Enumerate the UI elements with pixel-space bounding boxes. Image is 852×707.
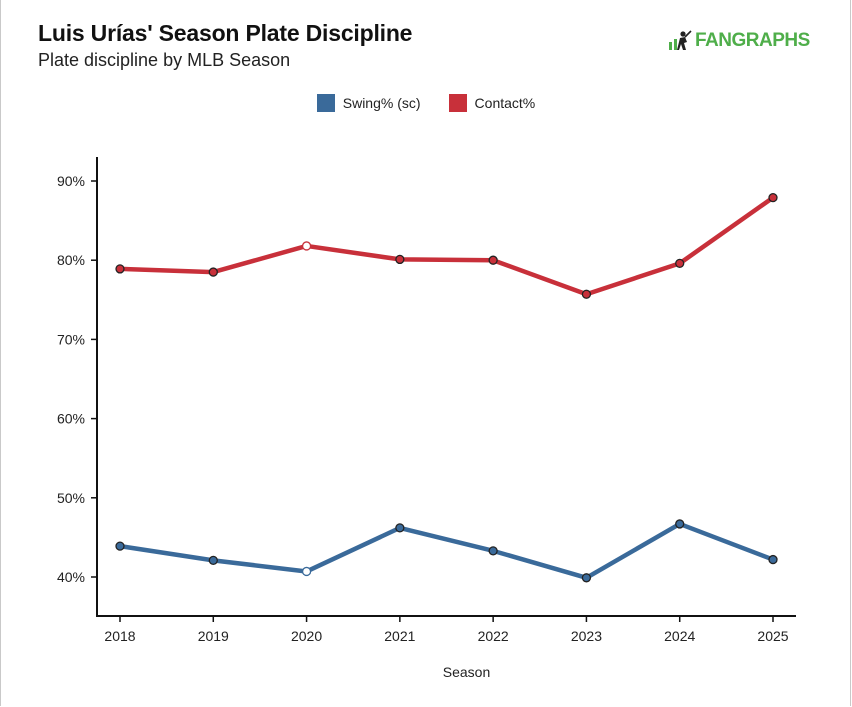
data-point[interactable] <box>488 255 498 265</box>
legend-item-contact[interactable]: Contact% <box>448 94 536 112</box>
x-tick-label: 2022 <box>478 628 509 644</box>
data-point[interactable] <box>581 289 592 299</box>
data-point[interactable] <box>488 546 498 556</box>
data-point[interactable] <box>395 254 405 265</box>
chart-axes: 40% 50% 60% 70% 80% 90% 2018 2019 2020 2021 2022 20… <box>57 157 796 644</box>
legend-swatch-contact <box>448 94 467 112</box>
x-axis-title: Season <box>443 664 490 680</box>
legend-item-swing[interactable]: Swing% (sc) <box>316 94 421 112</box>
x-tick-label: 2020 <box>291 628 322 644</box>
data-point[interactable] <box>208 555 218 566</box>
series-swing <box>115 519 778 583</box>
legend-label-contact: Contact% <box>474 95 536 111</box>
fangraphs-logo-icon <box>669 30 692 50</box>
series-line <box>117 521 776 581</box>
data-point[interactable] <box>115 541 125 551</box>
data-point[interactable] <box>115 264 125 274</box>
fangraphs-logo-text: FANGRAPHS <box>695 30 810 51</box>
y-tick-label: 40% <box>57 569 85 585</box>
chart-subtitle: Plate discipline by MLB Season <box>38 50 291 70</box>
chart-legend: Swing% (sc) Contact% <box>0 94 852 112</box>
x-tick-label: 2023 <box>571 628 602 644</box>
legend-label-swing: Swing% (sc) <box>342 95 421 111</box>
data-point[interactable] <box>395 523 405 533</box>
data-point[interactable] <box>581 573 592 583</box>
x-tick-label: 2019 <box>198 628 229 644</box>
data-point[interactable] <box>675 258 685 269</box>
data-point[interactable] <box>208 267 218 277</box>
series-contact <box>115 192 778 299</box>
data-point[interactable] <box>768 554 778 565</box>
series-line <box>117 195 776 297</box>
y-tick-label: 80% <box>57 252 85 268</box>
data-point[interactable] <box>675 519 685 529</box>
data-point[interactable] <box>768 192 778 203</box>
y-tick-label: 50% <box>57 490 85 506</box>
chart-series <box>115 192 778 583</box>
data-point[interactable] <box>301 241 312 251</box>
chart-title: Luis Urías' Season Plate Discipline <box>38 20 413 46</box>
x-tick-label: 2018 <box>104 628 135 644</box>
x-tick-label: 2024 <box>664 628 695 644</box>
data-point[interactable] <box>301 566 312 577</box>
y-tick-label: 90% <box>57 173 85 189</box>
fangraphs-logo[interactable]: FANGRAPHS <box>668 30 810 52</box>
legend-swatch-swing <box>316 94 335 112</box>
y-tick-label: 70% <box>57 331 85 347</box>
x-tick-label: 2025 <box>757 628 788 644</box>
x-tick-label: 2021 <box>384 628 415 644</box>
y-tick-label: 60% <box>57 411 85 427</box>
